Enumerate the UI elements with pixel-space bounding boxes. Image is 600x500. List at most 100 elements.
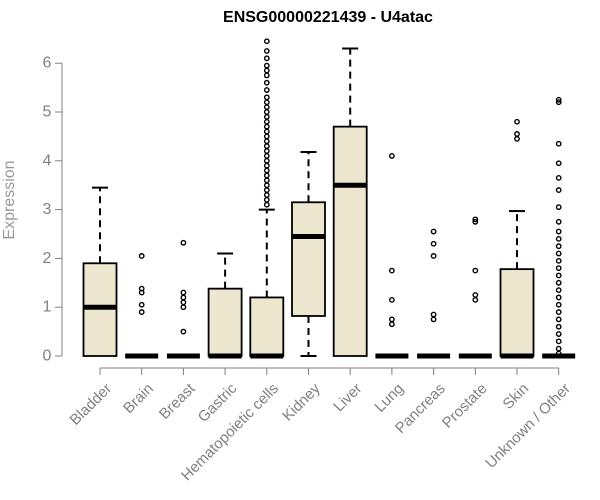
x-tick-label: Prostate (439, 380, 491, 432)
outlier-point (555, 96, 562, 103)
box-group (332, 47, 368, 357)
box-group (207, 252, 243, 359)
outlier-point (263, 79, 270, 86)
outlier-point (514, 135, 520, 142)
y-axis: 0 1 2 3 4 5 6 (43, 55, 63, 365)
x-tick-label: Skin (500, 380, 533, 413)
x-tick-label: Brain (120, 380, 157, 417)
outlier-point (138, 285, 145, 292)
outlier-point (263, 182, 270, 189)
outlier-point (472, 267, 479, 274)
outlier-point (430, 316, 437, 323)
outlier-point (555, 204, 562, 211)
outlier-point (180, 294, 187, 301)
box-group (82, 186, 118, 357)
outlier-point (263, 153, 270, 159)
outlier-point (263, 133, 270, 140)
outlier-point (555, 331, 562, 337)
box-group (499, 118, 535, 359)
outlier-point (555, 338, 562, 345)
outlier-point (430, 240, 437, 247)
outlier-point (555, 301, 562, 308)
outlier-point (263, 162, 270, 169)
outlier-point (555, 279, 562, 286)
outlier-point (263, 187, 270, 193)
outlier-point (388, 153, 395, 159)
outlier-point (263, 201, 270, 208)
outlier-point (263, 128, 270, 135)
outlier-point (555, 243, 562, 250)
outlier-point (514, 118, 520, 125)
box-group (291, 151, 326, 357)
x-tick-label: Kidney (279, 380, 324, 425)
outlier-point (263, 99, 270, 106)
outlier-point (388, 321, 395, 328)
outlier-point (472, 292, 479, 298)
outlier-point (555, 250, 562, 257)
outlier-point (555, 294, 562, 301)
box-group (542, 96, 576, 359)
outlier-point (388, 267, 395, 274)
outlier-point (555, 218, 562, 225)
outlier-point (472, 218, 479, 225)
y-axis-label: Expression (1, 160, 18, 239)
outlier-point (263, 48, 270, 54)
y-tick-label: 3 (43, 201, 52, 218)
outlier-point (263, 94, 270, 101)
box-group (375, 153, 409, 359)
box-body (499, 268, 535, 357)
box-group (166, 239, 200, 359)
outlier-point (263, 113, 270, 120)
outlier-point (180, 304, 187, 311)
outlier-point (263, 109, 270, 115)
outlier-point (430, 228, 437, 235)
outlier-point (555, 140, 562, 147)
y-tick-label: 6 (43, 55, 52, 72)
outlier-point (180, 328, 187, 335)
outlier-point (263, 167, 270, 174)
outlier-point (555, 316, 562, 323)
outlier-point (430, 253, 437, 259)
box-body (332, 125, 368, 357)
box-body (291, 201, 326, 317)
y-tick-label: 5 (43, 104, 52, 121)
outlier-point (263, 38, 270, 45)
boxes-group (82, 38, 576, 359)
outlier-point (138, 309, 145, 315)
outlier-point (388, 296, 395, 303)
outlier-point (555, 160, 562, 167)
x-tick-label: Breast (156, 380, 199, 423)
outlier-point (263, 148, 270, 154)
outlier-point (555, 309, 562, 315)
outlier-point (263, 62, 270, 69)
y-tick-label: 0 (43, 348, 52, 365)
box-group (458, 216, 492, 359)
x-tick-label: Lung (371, 380, 407, 416)
outlier-point (263, 157, 270, 164)
x-tick-label: Bladder (67, 380, 116, 429)
outlier-point (263, 67, 270, 74)
outlier-point (263, 123, 270, 130)
box-group (125, 253, 159, 359)
outlier-point (263, 172, 270, 179)
outlier-point (555, 99, 562, 106)
outlier-point (555, 235, 562, 242)
y-tick-label: 2 (43, 250, 52, 267)
outlier-point (263, 55, 270, 62)
outlier-point (555, 174, 562, 181)
outlier-point (263, 104, 270, 111)
outlier-point (263, 87, 270, 93)
box-body (249, 296, 285, 357)
outlier-point (263, 138, 270, 145)
outlier-point (180, 299, 187, 306)
outlier-point (263, 72, 270, 79)
outlier-point (263, 118, 270, 125)
outlier-point (263, 177, 270, 184)
outlier-point (555, 272, 562, 279)
outlier-point (138, 301, 145, 308)
outlier-point (555, 287, 562, 294)
outlier-point (263, 196, 270, 203)
outlier-point (472, 216, 479, 223)
